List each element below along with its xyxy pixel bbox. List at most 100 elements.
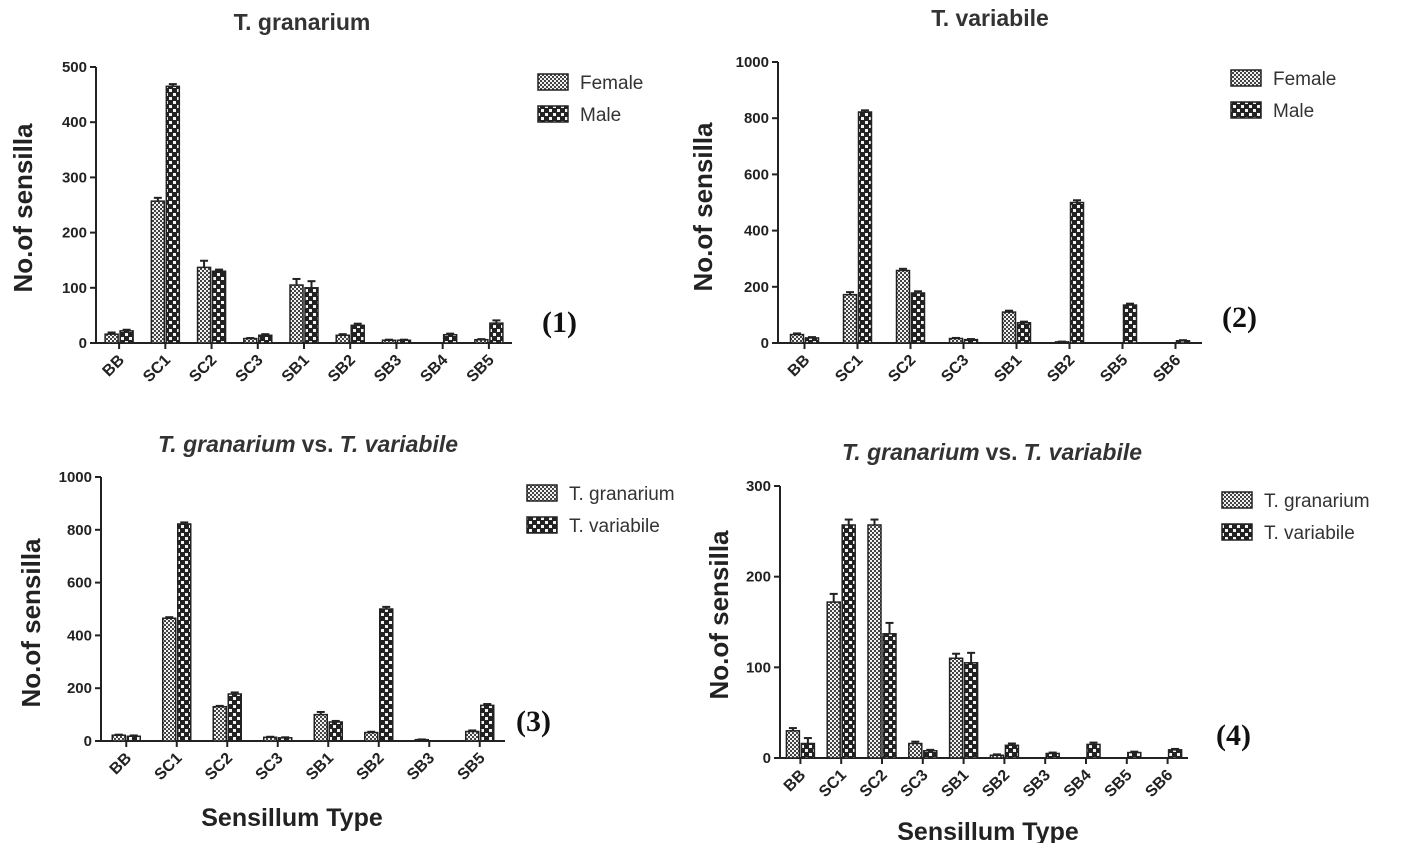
bar [350, 324, 365, 344]
bar [989, 754, 1005, 759]
y-tick-label: 200 [62, 225, 87, 242]
bar [364, 731, 379, 742]
x-tick-label: BB [107, 750, 135, 778]
x-tick-label: SB5 [464, 352, 498, 386]
y-tick-label: 0 [761, 335, 769, 352]
x-tick-label: SB4 [417, 352, 451, 386]
x-tick-label: SB2 [979, 767, 1013, 801]
title-species-2: T. variabile [1024, 439, 1143, 465]
bar [442, 333, 458, 344]
title-vs: vs. [986, 439, 1018, 465]
y-tick-label: 100 [62, 280, 87, 297]
x-tick-label: SB1 [991, 352, 1025, 386]
bar [1127, 751, 1142, 759]
panel-label: (2) [1222, 301, 1257, 334]
legend-swatch [537, 105, 569, 123]
bar [826, 601, 841, 759]
bar [963, 338, 979, 344]
x-tick-label: SC1 [140, 352, 174, 386]
legend-label: T. variabile [1264, 523, 1355, 544]
bar [1069, 201, 1085, 344]
bar [165, 85, 181, 344]
plot-area: 0 200 400 600 800 1000 BB SC1 SC2 SC3 SB1 SB2 SB3 SB5… [59, 469, 675, 784]
legend-label: Male [580, 105, 621, 126]
y-tick-label: 600 [67, 575, 92, 592]
y-tick-label: 800 [67, 522, 92, 539]
chart-panel-1: T. granarium No.of sensilla 0 100 200 300 40… [8, 9, 643, 386]
chart-title: T. variabile [931, 5, 1049, 31]
legend-label: Female [1273, 69, 1336, 90]
x-tick-label: SC3 [253, 750, 287, 784]
y-tick-label: 400 [62, 114, 87, 131]
x-tick-label: SC2 [202, 750, 236, 784]
bar [857, 111, 873, 344]
bar [1086, 743, 1101, 759]
bar [212, 705, 227, 742]
bar [278, 737, 293, 742]
bar [104, 333, 119, 344]
bar [948, 657, 964, 759]
y-tick-label: 0 [84, 733, 92, 750]
x-tick-label: SC1 [152, 750, 186, 784]
bar [150, 200, 166, 344]
x-tick-label: BB [785, 352, 813, 380]
x-tick-label: SB3 [1020, 767, 1054, 801]
y-tick-label: 500 [62, 59, 87, 76]
x-tick-label: SB6 [1150, 352, 1184, 386]
legend-label: T. variabile [569, 516, 660, 537]
plot-area: 0 200 400 600 800 1000 BB SC1 SC2 SC3 SB1 SB2 SB5 SB6… [736, 54, 1337, 386]
y-tick-label: 300 [62, 169, 87, 186]
bar [227, 693, 242, 742]
bar [895, 269, 911, 344]
y-tick-label: 0 [763, 750, 771, 767]
bar [243, 337, 258, 344]
bar [789, 333, 805, 344]
y-tick-label: 300 [746, 478, 771, 495]
bar [908, 742, 923, 759]
y-tick-label: 600 [744, 166, 769, 183]
bar [177, 523, 192, 742]
bar [882, 633, 897, 759]
legend-label: T. granarium [569, 484, 675, 505]
bar [465, 730, 480, 742]
y-axis-label: No.of sensilla [16, 538, 46, 708]
bar [1045, 752, 1060, 759]
bar [474, 338, 489, 344]
x-tick-label: SB5 [1102, 767, 1136, 801]
bar [1004, 744, 1020, 759]
bar [111, 734, 126, 742]
x-tick-label: SC1 [816, 767, 850, 801]
chart-title: T. granarium [234, 9, 371, 35]
bar [211, 270, 227, 344]
legend-swatch [1221, 491, 1253, 509]
y-tick-label: 400 [67, 627, 92, 644]
legend-swatch [1221, 523, 1253, 541]
bar [842, 293, 858, 344]
y-tick-label: 200 [744, 279, 769, 296]
x-tick-label: SB4 [1061, 767, 1095, 801]
y-axis-label: No.of sensilla [704, 530, 734, 700]
x-tick-label: SC1 [832, 352, 866, 386]
bar [313, 713, 328, 742]
title-vs: vs. [302, 431, 334, 457]
chart-panel-4: T. granarium vs. T. variabile No.of sensil… [704, 439, 1370, 843]
bar [910, 292, 926, 344]
bar [948, 337, 964, 344]
chart-panel-2: T. variabile No.of sensilla 0 200 400 600 80… [688, 5, 1336, 386]
bar [1122, 304, 1138, 344]
bar [119, 330, 134, 344]
plot-area: 0 100 200 300 400 500 BB SC1 SC2 SC3 SB1 SB2 SB3 SB4 S… [62, 59, 643, 386]
chart-title: T. granarium vs. T. variabile [158, 431, 458, 457]
legend-label: T. granarium [1264, 491, 1370, 512]
bar [923, 749, 938, 759]
bar [1016, 322, 1032, 344]
bar [304, 287, 319, 344]
bar [1167, 749, 1183, 759]
x-tick-label: SB1 [303, 750, 337, 784]
x-tick-label: SC2 [857, 767, 891, 801]
bar [258, 334, 273, 344]
x-tick-label: SC2 [186, 352, 220, 386]
x-tick-label: SC3 [898, 767, 932, 801]
title-species-2: T. variabile [340, 431, 459, 457]
chart-panel-3: T. granarium vs. T. variabile No.of sensil… [16, 431, 675, 832]
